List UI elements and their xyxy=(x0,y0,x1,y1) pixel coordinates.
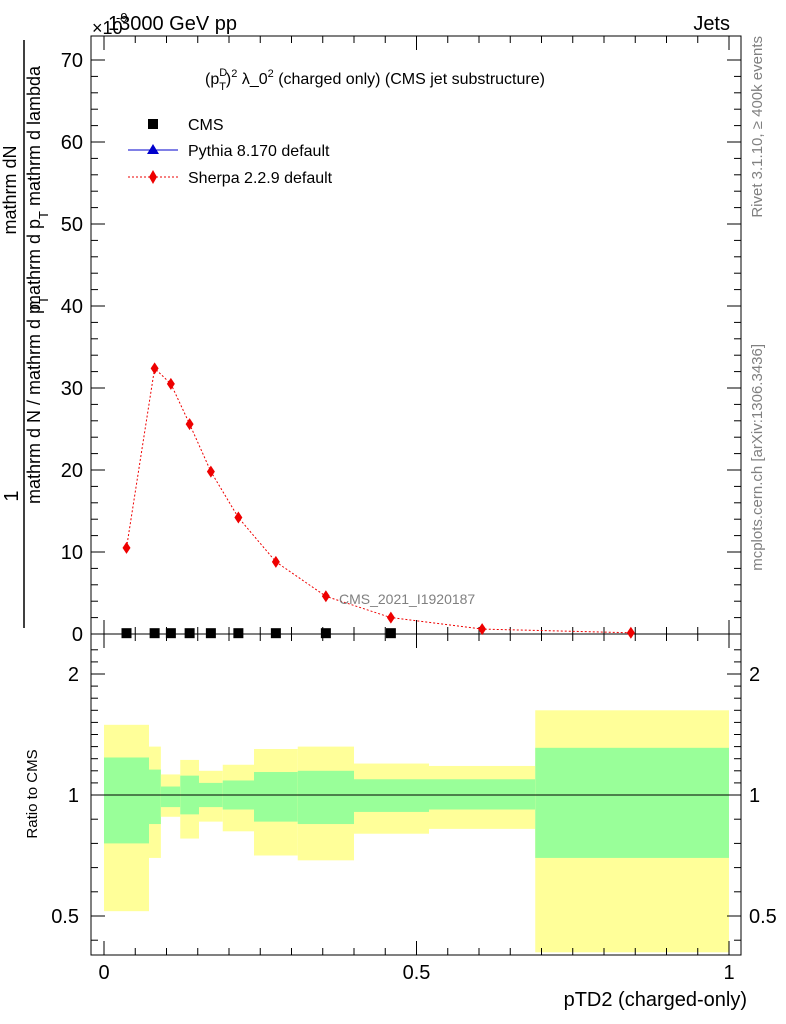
svg-text:mathrm d N / mathrm d pT: mathrm d N / mathrm d pT xyxy=(24,296,51,504)
ratio-band-inner-8 xyxy=(354,779,429,812)
cms-point-3 xyxy=(184,628,195,639)
title-sup-2b: 2 xyxy=(268,68,274,80)
ylabel-denom-c: mathrm d lambda xyxy=(24,65,44,211)
svg-text:mathrm d pT mathrm d lambda: mathrm d pT mathrm d lambda xyxy=(24,65,51,310)
ratio-ytick-label-right-0: 0.5 xyxy=(749,906,777,928)
ratio-ytick-label-right-2: 2 xyxy=(749,664,760,686)
sherpa-point-5 xyxy=(234,511,243,524)
main-ytick-label-20: 20 xyxy=(61,460,83,482)
ratio-band-inner-9 xyxy=(429,779,536,810)
main-ytick-label-70: 70 xyxy=(61,50,83,72)
sherpa-point-0 xyxy=(122,541,131,554)
sherpa-point-4 xyxy=(206,465,215,478)
exponent-marker: ×10 xyxy=(92,18,123,38)
cms-point-0 xyxy=(121,628,132,639)
ylabel-numer: mathrm dN xyxy=(0,145,20,234)
main-ytick-label-50: 50 xyxy=(61,214,83,236)
cms-point-5 xyxy=(233,628,244,639)
ratio-ytick-label-left-1: 1 xyxy=(68,785,79,807)
ratio-ytick-label-left-0: 0.5 xyxy=(51,906,79,928)
sherpa-line xyxy=(126,367,631,634)
cms-point-7 xyxy=(320,628,331,639)
main-ytick-label-30: 30 xyxy=(61,378,83,400)
svg-text:(pDT)2 λ_02 (charged only) (CM: (pD T)2 λ_02 (charged only) (CMS jet subs… xyxy=(205,67,545,93)
ylabel-one: 1 xyxy=(1,490,23,501)
ylabel-prefix-a: mathrm d N / mathrm d p xyxy=(24,304,44,504)
xtick-label-0: 0 xyxy=(98,962,109,984)
ratio-band-inner-6 xyxy=(254,772,298,822)
ratio-band-inner-7 xyxy=(297,770,354,825)
ratio-axes: 0.5 0.5 1 1 2 2 0 0.5 1 xyxy=(51,634,777,984)
sherpa-point-1 xyxy=(150,362,159,375)
main-axes: 0 10 20 30 40 50 60 70 xyxy=(61,36,741,646)
exponent-value: -9 xyxy=(116,10,128,25)
cms-point-1 xyxy=(149,628,160,639)
ratio-band-inner-2 xyxy=(160,786,181,808)
ratio-ylabel: Ratio to CMS xyxy=(24,749,41,838)
cms-point-2 xyxy=(165,628,176,639)
process-label: Jets xyxy=(693,13,730,35)
title-lambda: λ_0 xyxy=(237,71,267,88)
legend-label-cms: CMS xyxy=(188,117,224,134)
cms-point-8 xyxy=(385,628,396,639)
cms-point-6 xyxy=(270,628,281,639)
ratio-ytick-label-left-2: 2 xyxy=(68,664,79,686)
xtick-label-2: 1 xyxy=(723,962,734,984)
main-ytick-label-40: 40 xyxy=(61,296,83,318)
energy-label: 13000 GeV pp xyxy=(108,13,237,35)
title-sub-t: T xyxy=(219,81,226,93)
mcplots-label: mcplots.cern.ch [arXiv:1306.3436] xyxy=(749,344,766,571)
sherpa-point-2 xyxy=(166,377,175,390)
main-ytick-label-0: 0 xyxy=(72,624,83,646)
title-part-a: (p xyxy=(205,71,219,88)
ylabel-denom-b: T xyxy=(36,211,51,219)
ratio-band-inner-0 xyxy=(104,757,149,844)
ratio-band-inner-1 xyxy=(149,769,161,825)
xtick-label-1: 0.5 xyxy=(403,962,431,984)
legend-marker-cms xyxy=(148,119,158,129)
legend-marker-pythia xyxy=(147,144,159,154)
analysis-watermark: CMS_2021_I1920187 xyxy=(339,591,475,607)
main-ytick-label-60: 60 xyxy=(61,132,83,154)
ylabel-denom-a: mathrm d p xyxy=(24,219,44,310)
sherpa-point-3 xyxy=(185,418,194,431)
ratio-bands xyxy=(104,710,729,953)
cms-point-4 xyxy=(205,628,216,639)
legend-label-sherpa: Sherpa 2.2.9 default xyxy=(188,170,333,187)
title-close: ) xyxy=(226,71,231,88)
sherpa-point-7 xyxy=(321,590,330,603)
rivet-label: Rivet 3.1.10, ≥ 400k events xyxy=(749,36,766,218)
title-tail: (charged only) (CMS jet substructure) xyxy=(274,71,545,88)
ratio-band-inner-10 xyxy=(535,747,729,858)
sherpa-point-6 xyxy=(271,555,280,568)
legend-marker-sherpa xyxy=(149,170,157,184)
sherpa-point-10 xyxy=(626,626,635,639)
title-sup-2: 2 xyxy=(231,68,237,80)
xlabel: pTD2 (charged-only) xyxy=(564,989,747,1011)
series-layer xyxy=(121,362,635,639)
title-sup-d: D xyxy=(219,67,227,79)
legend: CMS Pythia 8.170 default Sherpa 2.2.9 de… xyxy=(128,117,333,187)
ylabel-prefix-b: T xyxy=(36,296,51,304)
sherpa-point-8 xyxy=(386,611,395,624)
main-ytick-label-10: 10 xyxy=(61,542,83,564)
legend-label-pythia: Pythia 8.170 default xyxy=(188,143,330,160)
sherpa-point-9 xyxy=(478,623,487,636)
ratio-ytick-label-right-1: 1 xyxy=(749,785,760,807)
plot-title: (pD T)2 λ_02 (charged only) (CMS jet subs… xyxy=(205,67,545,93)
main-ylabel: 1 mathrm d N / mathrm d pT mathrm d pT m… xyxy=(0,40,51,628)
